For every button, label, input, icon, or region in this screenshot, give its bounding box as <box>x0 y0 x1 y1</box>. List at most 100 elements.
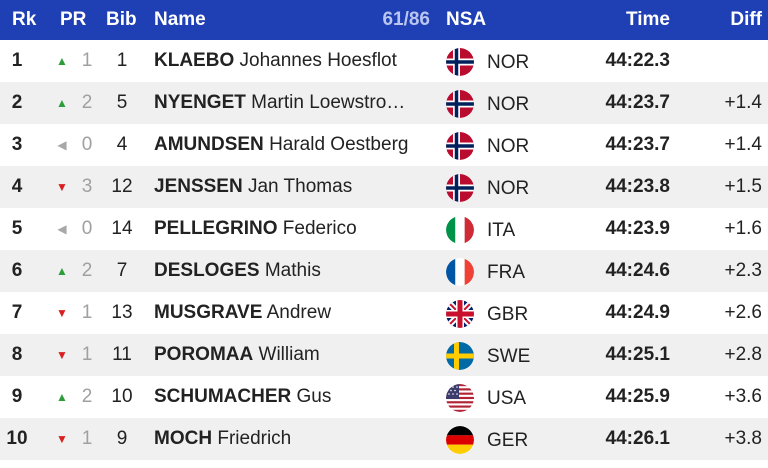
bib-number: 4 <box>116 134 128 155</box>
athlete-first-name: Mathis <box>264 260 321 281</box>
bib-number: 13 <box>111 302 133 323</box>
nation-code: ITA <box>487 220 516 241</box>
trend-down-icon: ▼ <box>56 432 68 446</box>
finish-time: 44:24.6 <box>605 260 670 281</box>
time-difference: +3.6 <box>724 386 762 407</box>
table-row[interactable]: 5 ◀ 0 14 PELLEGRINO Federico ITA 44:23.9 +1.6 <box>0 208 768 250</box>
finish-time: 44:23.8 <box>605 176 670 197</box>
time-difference: +2.3 <box>724 260 762 281</box>
uk-flag-icon <box>446 300 474 328</box>
athlete-last-name: PELLEGRINO <box>154 218 278 239</box>
results-header: Rk PR Bib Name 61/86 NSA Time Diff <box>0 0 768 40</box>
position-change: 1 <box>81 428 93 449</box>
trend-up-icon: ▲ <box>56 54 68 68</box>
athlete-name[interactable]: MUSGRAVE Andrew <box>154 292 440 334</box>
position-change: 2 <box>81 260 93 281</box>
athlete-name[interactable]: PELLEGRINO Federico <box>154 208 440 250</box>
header-name[interactable]: Name <box>154 9 206 30</box>
table-row[interactable]: 8 ▼ 1 11 POROMAA William SWE 44:25.1 +2.8 <box>0 334 768 376</box>
usa-flag-icon <box>446 384 474 412</box>
finish-time: 44:23.9 <box>605 218 670 239</box>
position-change: 2 <box>81 386 93 407</box>
athlete-first-name: Johannes Hoesflot <box>239 50 397 71</box>
checkpoint-count: 61/86 <box>382 9 430 30</box>
athlete-name[interactable]: NYENGET Martin Loewstro… <box>154 82 440 124</box>
header-nsa[interactable]: NSA <box>446 9 487 30</box>
athlete-first-name: Jan Thomas <box>247 176 353 197</box>
table-row[interactable]: 9 ▲ 2 10 SCHUMACHER Gus USA 44:25.9 +3.6 <box>0 376 768 418</box>
time-difference: +2.8 <box>724 344 762 365</box>
table-row[interactable]: 6 ▲ 2 7 DESLOGES Mathis FRA 44:24.6 +2.3 <box>0 250 768 292</box>
athlete-last-name: DESLOGES <box>154 260 260 281</box>
athlete-first-name: Federico <box>282 218 357 239</box>
trend-up-icon: ▲ <box>56 96 68 110</box>
rank: 4 <box>11 176 23 197</box>
nation-code: USA <box>487 388 527 409</box>
time-difference: +2.6 <box>724 302 762 323</box>
finish-time: 44:25.9 <box>605 386 670 407</box>
trend-down-icon: ▼ <box>56 306 68 320</box>
athlete-first-name: William <box>258 344 320 365</box>
athlete-name[interactable]: AMUNDSEN Harald Oestberg <box>154 124 440 166</box>
italy-flag-icon <box>446 216 474 244</box>
rank: 2 <box>11 92 23 113</box>
norway-flag-icon <box>446 90 474 118</box>
position-change: 1 <box>81 302 93 323</box>
nation-code: FRA <box>487 262 525 283</box>
position-change: 0 <box>81 134 93 155</box>
time-difference: +1.6 <box>724 218 762 239</box>
bib-number: 11 <box>112 344 132 365</box>
norway-flag-icon <box>446 132 474 160</box>
position-change: 1 <box>81 344 93 365</box>
athlete-last-name: NYENGET <box>154 92 246 113</box>
results-list: 1 ▲ 1 1 KLAEBO Johannes Hoesflot NOR 44:22.3 2 ▲… <box>0 40 768 460</box>
time-difference: +3.8 <box>724 428 762 449</box>
table-row[interactable]: 10 ▼ 1 9 MOCH Friedrich GER 44:26.1 +3.8 <box>0 418 768 460</box>
sweden-flag-icon <box>446 342 474 370</box>
trend-same-icon: ◀ <box>57 222 67 236</box>
athlete-last-name: JENSSEN <box>154 176 243 197</box>
bib-number: 9 <box>116 428 128 449</box>
athlete-last-name: MUSGRAVE <box>154 302 263 323</box>
time-difference: +1.4 <box>724 92 762 113</box>
time-difference: +1.5 <box>724 176 762 197</box>
header-position-change[interactable]: PR <box>60 9 87 30</box>
trend-down-icon: ▼ <box>56 348 68 362</box>
header-bib[interactable]: Bib <box>106 9 137 30</box>
rank: 6 <box>11 260 23 281</box>
header-diff[interactable]: Diff <box>730 9 762 30</box>
finish-time: 44:23.7 <box>605 92 670 113</box>
bib-number: 10 <box>111 386 133 407</box>
germany-flag-icon <box>446 426 474 454</box>
athlete-name[interactable]: POROMAA William <box>154 334 440 376</box>
athlete-name[interactable]: DESLOGES Mathis <box>154 250 440 292</box>
table-row[interactable]: 7 ▼ 1 13 MUSGRAVE Andrew GBR 44:24.9 +2.6 <box>0 292 768 334</box>
bib-number: 5 <box>116 92 128 113</box>
athlete-name[interactable]: KLAEBO Johannes Hoesflot <box>154 40 440 82</box>
trend-down-icon: ▼ <box>56 180 68 194</box>
table-row[interactable]: 4 ▼ 3 12 JENSSEN Jan Thomas NOR 44:23.8 +1.5 <box>0 166 768 208</box>
header-time[interactable]: Time <box>625 9 670 30</box>
athlete-last-name: MOCH <box>154 428 213 449</box>
nation-code: NOR <box>487 52 530 73</box>
bib-number: 7 <box>116 260 128 281</box>
table-row[interactable]: 2 ▲ 2 5 NYENGET Martin Loewstro… NOR 44:23.7 +1… <box>0 82 768 124</box>
finish-time: 44:24.9 <box>605 302 670 323</box>
table-row[interactable]: 3 ◀ 0 4 AMUNDSEN Harald Oestberg NOR 44:23.7 +1… <box>0 124 768 166</box>
nation-code: GBR <box>487 304 529 325</box>
header-rank[interactable]: Rk <box>12 9 37 30</box>
athlete-name[interactable]: SCHUMACHER Gus <box>154 376 440 418</box>
athlete-last-name: KLAEBO <box>154 50 235 71</box>
france-flag-icon <box>446 258 474 286</box>
rank: 7 <box>11 302 23 323</box>
table-row[interactable]: 1 ▲ 1 1 KLAEBO Johannes Hoesflot NOR 44:22.3 <box>0 40 768 82</box>
rank: 9 <box>11 386 23 407</box>
athlete-name[interactable]: MOCH Friedrich <box>154 418 440 460</box>
trend-up-icon: ▲ <box>56 390 68 404</box>
athlete-last-name: AMUNDSEN <box>154 134 264 155</box>
athlete-name[interactable]: JENSSEN Jan Thomas <box>154 166 440 208</box>
athlete-first-name: Harald Oestberg <box>269 134 409 155</box>
athlete-last-name: POROMAA <box>154 344 254 365</box>
nation-code: NOR <box>487 136 530 157</box>
nation-code: NOR <box>487 94 530 115</box>
